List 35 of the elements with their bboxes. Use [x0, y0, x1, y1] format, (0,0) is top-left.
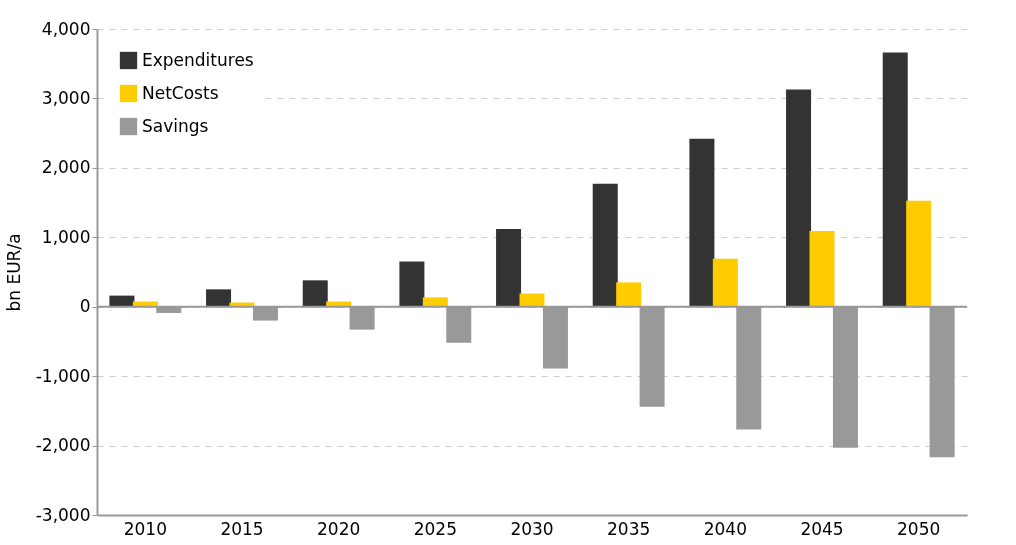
bar: [302, 280, 328, 307]
bar: [689, 138, 715, 307]
bar: [519, 293, 545, 307]
bar: [906, 200, 932, 307]
bar: [496, 228, 522, 307]
y-tick-label: 2,000: [41, 157, 91, 178]
legend-label: Expenditures: [142, 49, 254, 70]
x-tick-label: 2015: [220, 518, 264, 539]
bar: [786, 89, 812, 307]
x-tick-label: 2010: [123, 518, 167, 539]
bar: [882, 52, 908, 307]
y-tick-label: -1,000: [35, 365, 91, 386]
y-tick-label: 1,000: [41, 226, 91, 247]
x-tick-label: 2040: [703, 518, 747, 539]
bar: [592, 183, 618, 307]
bar: [399, 261, 425, 307]
y-axis-title: bn EUR/a: [3, 233, 24, 312]
bar: [809, 231, 835, 307]
bar: [206, 289, 232, 307]
y-tick-label: 4,000: [41, 18, 91, 39]
bar: [422, 297, 448, 307]
x-tick-label: 2035: [607, 518, 651, 539]
x-tick-label: 2045: [800, 518, 844, 539]
bar: [712, 258, 738, 307]
y-tick-label: 0: [79, 296, 91, 317]
bar: [616, 282, 642, 307]
x-tick-label: 2025: [413, 518, 457, 539]
y-tick-label: -2,000: [35, 435, 91, 456]
y-tick-label: 3,000: [41, 87, 91, 108]
legend-label: NetCosts: [142, 82, 219, 103]
x-tick-label: 2020: [317, 518, 361, 539]
x-tick-label: 2030: [510, 518, 554, 539]
legend-label: Savings: [142, 115, 209, 136]
y-tick-label: -3,000: [35, 504, 91, 525]
x-tick-label: 2050: [897, 518, 941, 539]
